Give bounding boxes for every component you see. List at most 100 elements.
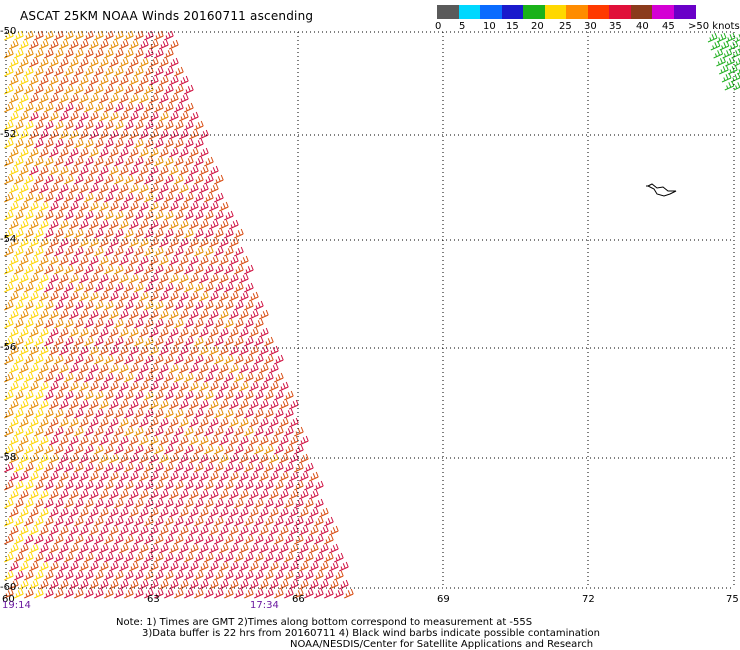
wind-barb bbox=[129, 183, 139, 194]
wind-barb bbox=[219, 291, 229, 302]
wind-barb bbox=[269, 345, 279, 356]
wind-barb bbox=[109, 165, 119, 176]
wind-barb bbox=[129, 579, 139, 590]
wind-barb bbox=[99, 165, 109, 176]
wind-barb bbox=[34, 426, 44, 437]
wind-barb bbox=[214, 552, 224, 563]
wind-barb bbox=[4, 156, 14, 167]
wind-barb bbox=[224, 570, 234, 581]
wind-barb bbox=[144, 300, 154, 311]
wind-barb bbox=[139, 579, 149, 590]
wind-barb bbox=[184, 552, 194, 563]
wind-barb bbox=[89, 507, 99, 518]
wind-barb bbox=[59, 75, 69, 86]
wind-barb bbox=[204, 588, 214, 599]
wind-barb bbox=[4, 516, 14, 527]
wind-barb bbox=[164, 264, 174, 275]
wind-barb bbox=[74, 84, 84, 95]
wind-barb bbox=[49, 507, 59, 518]
wind-barb bbox=[104, 588, 114, 599]
wind-barb bbox=[129, 129, 139, 140]
wind-barb bbox=[159, 183, 169, 194]
wind-barb bbox=[224, 282, 234, 293]
wind-barb bbox=[179, 471, 189, 482]
wind-barb bbox=[299, 579, 309, 590]
wind-barb bbox=[59, 273, 69, 284]
wind-barb bbox=[194, 354, 204, 365]
wind-barb bbox=[189, 363, 199, 374]
wind-barb bbox=[189, 309, 199, 320]
wind-barb bbox=[69, 165, 79, 176]
wind-barb bbox=[264, 336, 274, 347]
wind-barb bbox=[149, 93, 159, 104]
wind-barb bbox=[94, 246, 104, 257]
wind-barb bbox=[204, 246, 214, 257]
wind-barb bbox=[224, 552, 234, 563]
wind-barb bbox=[144, 408, 154, 419]
wind-barb bbox=[24, 174, 34, 185]
wind-barb bbox=[79, 183, 89, 194]
wind-barb bbox=[189, 165, 199, 176]
wind-barb bbox=[169, 201, 179, 212]
wind-barb bbox=[89, 363, 99, 374]
wind-barb bbox=[234, 228, 244, 239]
wind-barb bbox=[74, 408, 84, 419]
wind-barb bbox=[59, 309, 69, 320]
wind-barb bbox=[194, 390, 204, 401]
wind-barb bbox=[184, 480, 194, 491]
wind-barb bbox=[74, 336, 84, 347]
wind-barb bbox=[144, 138, 154, 149]
wind-barb bbox=[24, 318, 34, 329]
wind-barb bbox=[114, 570, 124, 581]
wind-barb bbox=[119, 453, 129, 464]
wind-barb bbox=[109, 291, 119, 302]
wind-barb bbox=[189, 273, 199, 284]
wind-barb bbox=[194, 336, 204, 347]
wind-barb bbox=[14, 156, 24, 167]
wind-barb bbox=[4, 390, 14, 401]
wind-barb bbox=[164, 552, 174, 563]
wind-barb bbox=[134, 66, 144, 77]
wind-barb bbox=[144, 30, 154, 41]
wind-barb bbox=[199, 165, 209, 176]
wind-barb bbox=[84, 444, 94, 455]
wind-barb bbox=[74, 534, 84, 545]
wind-barb bbox=[734, 58, 740, 67]
wind-barb bbox=[99, 75, 109, 86]
latitude-label: -54 bbox=[0, 234, 17, 245]
wind-barb bbox=[79, 111, 89, 122]
wind-barb bbox=[259, 309, 269, 320]
wind-barb bbox=[184, 372, 194, 383]
wind-barb bbox=[84, 300, 94, 311]
wind-barb bbox=[209, 579, 219, 590]
wind-barb bbox=[74, 102, 84, 113]
wind-barb bbox=[264, 570, 274, 581]
wind-barb bbox=[4, 282, 14, 293]
wind-barb bbox=[194, 282, 204, 293]
wind-barb bbox=[64, 318, 74, 329]
wind-barb bbox=[184, 138, 194, 149]
wind-barb bbox=[34, 534, 44, 545]
wind-barb bbox=[89, 489, 99, 500]
wind-barb bbox=[104, 174, 114, 185]
wind-barb bbox=[79, 147, 89, 158]
wind-barb bbox=[124, 264, 134, 275]
wind-barb bbox=[104, 300, 114, 311]
wind-barb bbox=[69, 309, 79, 320]
wind-barb bbox=[14, 354, 24, 365]
wind-barb bbox=[39, 561, 49, 572]
wind-barb bbox=[14, 246, 24, 257]
wind-barb bbox=[184, 462, 194, 473]
wind-barb bbox=[19, 57, 29, 68]
wind-barb bbox=[129, 489, 139, 500]
wind-barb bbox=[244, 408, 254, 419]
wind-barb bbox=[84, 84, 94, 95]
wind-barb bbox=[54, 156, 64, 167]
wind-barb bbox=[164, 282, 174, 293]
wind-barb bbox=[209, 453, 219, 464]
wind-barb bbox=[74, 228, 84, 239]
wind-barb bbox=[154, 318, 164, 329]
wind-barb bbox=[24, 408, 34, 419]
wind-barb bbox=[164, 138, 174, 149]
wind-barb bbox=[9, 273, 19, 284]
